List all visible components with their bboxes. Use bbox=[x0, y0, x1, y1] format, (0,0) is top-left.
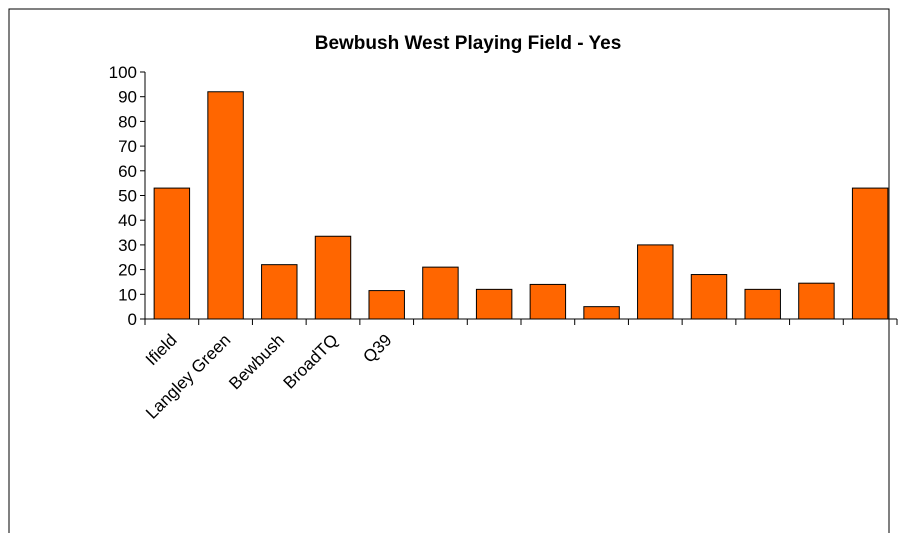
y-tick-label: 90 bbox=[118, 88, 137, 107]
y-tick-label: 30 bbox=[118, 236, 137, 255]
bar bbox=[851, 187, 889, 320]
bar bbox=[744, 288, 781, 320]
bar bbox=[314, 235, 352, 320]
chart-title: Bewbush West Playing Field - Yes bbox=[315, 33, 622, 54]
y-tick-label: 50 bbox=[118, 187, 137, 206]
y-tick-label: 100 bbox=[109, 63, 137, 82]
bar bbox=[153, 187, 191, 320]
bar bbox=[529, 283, 567, 320]
y-tick-label: 10 bbox=[118, 285, 137, 304]
y-tick-label: 60 bbox=[118, 162, 137, 181]
bar bbox=[368, 290, 405, 320]
bar bbox=[422, 266, 459, 320]
bars bbox=[153, 91, 889, 320]
y-axis: 0 10 20 30 40 50 60 70 80 90 100 bbox=[109, 63, 146, 329]
bar bbox=[475, 288, 513, 320]
y-tick-label: 20 bbox=[118, 261, 137, 280]
bar bbox=[261, 264, 298, 320]
y-tick-label: 70 bbox=[118, 137, 137, 156]
bar bbox=[798, 282, 835, 320]
bar bbox=[207, 91, 244, 320]
bar bbox=[690, 274, 728, 320]
bar bbox=[583, 306, 620, 320]
y-tick-label: 80 bbox=[118, 112, 137, 131]
y-tick-label: 0 bbox=[128, 310, 137, 329]
bar bbox=[637, 244, 674, 320]
y-tick-label: 40 bbox=[118, 211, 137, 230]
